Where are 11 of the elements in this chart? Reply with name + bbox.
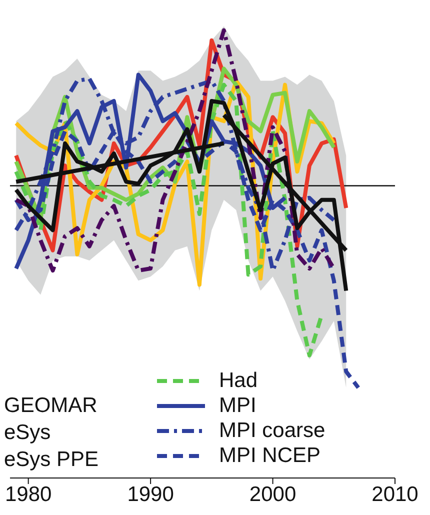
- text: eSys: [4, 420, 52, 446]
- legend-label: Had: [219, 368, 258, 393]
- x-tick-label: 2010: [372, 482, 418, 506]
- legend-label: MPI NCEP: [219, 443, 321, 468]
- x-tick-label: 1990: [127, 482, 174, 506]
- x-tick-label: 1980: [4, 482, 52, 506]
- x-tick-label: 2000: [249, 482, 296, 506]
- legend-label: MPI: [219, 393, 256, 418]
- legend-label: MPI coarse: [219, 418, 326, 443]
- text: eSys PPE: [4, 447, 99, 473]
- text: GEOMAR: [4, 393, 98, 419]
